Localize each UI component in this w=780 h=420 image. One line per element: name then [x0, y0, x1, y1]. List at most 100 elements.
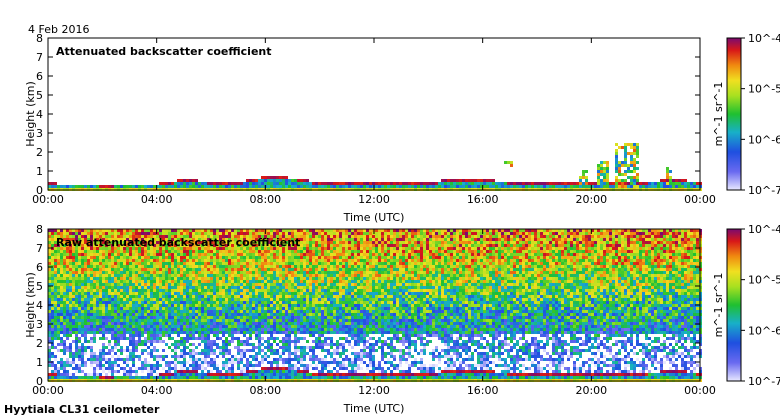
heatmap-cell — [234, 286, 237, 289]
heatmap-cell — [258, 262, 261, 265]
heatmap-cell — [678, 185, 681, 188]
heatmap-cell — [201, 253, 204, 256]
heatmap-cell — [354, 185, 357, 188]
heatmap-cell — [93, 250, 96, 253]
heatmap-cell — [99, 277, 102, 280]
heatmap-cell — [201, 319, 204, 322]
heatmap-cell — [75, 229, 78, 232]
heatmap-cell — [123, 259, 126, 262]
heatmap-cell — [129, 277, 132, 280]
heatmap-cell — [138, 277, 141, 280]
heatmap-cell — [585, 170, 588, 173]
heatmap-cell — [285, 343, 288, 346]
heatmap-cell — [63, 283, 66, 286]
heatmap-cell — [210, 277, 213, 280]
heatmap-cell — [48, 310, 51, 313]
heatmap-cell — [240, 259, 243, 262]
heatmap-cell — [261, 298, 264, 301]
heatmap-cell — [66, 262, 69, 265]
heatmap-cell — [126, 370, 129, 373]
heatmap-cell — [303, 283, 306, 286]
heatmap-cell — [63, 292, 66, 295]
heatmap-cell — [72, 304, 75, 307]
heatmap-cell — [261, 292, 264, 295]
heatmap-cell — [288, 259, 291, 262]
heatmap-cell — [306, 370, 309, 373]
heatmap-cell — [57, 289, 60, 292]
heatmap-cell — [147, 325, 150, 328]
heatmap-cell — [258, 361, 261, 364]
heatmap-cell — [285, 361, 288, 364]
heatmap-cell — [213, 361, 216, 364]
heatmap-cell — [195, 376, 198, 379]
heatmap-cell — [123, 241, 126, 244]
heatmap-cell — [267, 277, 270, 280]
heatmap-cell — [195, 286, 198, 289]
heatmap-cell — [189, 289, 192, 292]
heatmap-cell — [243, 295, 246, 298]
heatmap-cell — [303, 364, 306, 367]
heatmap-cell — [210, 262, 213, 265]
heatmap-cell — [171, 313, 174, 316]
heatmap-cell — [195, 301, 198, 304]
heatmap-cell — [114, 235, 117, 238]
heatmap-cell — [90, 331, 93, 334]
heatmap-cell — [567, 185, 570, 188]
heatmap-cell — [189, 370, 192, 373]
heatmap-cell — [201, 349, 204, 352]
heatmap-cell — [207, 310, 210, 313]
heatmap-cell — [423, 182, 426, 185]
heatmap-cell — [141, 265, 144, 268]
heatmap-cell — [81, 370, 84, 373]
heatmap-cell — [183, 241, 186, 244]
heatmap-cell — [309, 277, 312, 280]
heatmap-cell — [93, 238, 96, 241]
heatmap-cell — [96, 253, 99, 256]
heatmap-cell — [219, 256, 222, 259]
heatmap-cell — [159, 244, 162, 247]
heatmap-cell — [645, 182, 648, 185]
heatmap-cell — [180, 283, 183, 286]
heatmap-cell — [285, 253, 288, 256]
heatmap-cell — [237, 340, 240, 343]
heatmap-cell — [309, 286, 312, 289]
heatmap-cell — [282, 331, 285, 334]
heatmap-cell — [213, 352, 216, 355]
heatmap-cell — [273, 185, 276, 188]
heatmap-cell — [156, 289, 159, 292]
heatmap-cell — [75, 232, 78, 235]
heatmap-cell — [153, 262, 156, 265]
heatmap-cell — [276, 235, 279, 238]
heatmap-cell — [108, 253, 111, 256]
heatmap-cell — [99, 238, 102, 241]
heatmap-cell — [573, 185, 576, 188]
heatmap-cell — [126, 373, 129, 376]
heatmap-cell — [297, 182, 300, 185]
heatmap-cell — [243, 376, 246, 379]
heatmap-cell — [63, 271, 66, 274]
heatmap-cell — [363, 182, 366, 185]
heatmap-cell — [243, 283, 246, 286]
heatmap-cell — [111, 289, 114, 292]
heatmap-cell — [297, 310, 300, 313]
heatmap-cell — [183, 295, 186, 298]
heatmap-cell — [276, 316, 279, 319]
heatmap-cell — [96, 367, 99, 370]
heatmap-cell — [696, 182, 699, 185]
heatmap-cell — [630, 146, 633, 149]
heatmap-cell — [210, 322, 213, 325]
heatmap-cell — [120, 283, 123, 286]
heatmap-cell — [306, 292, 309, 295]
heatmap-cell — [63, 286, 66, 289]
heatmap-cell — [306, 274, 309, 277]
heatmap-cell — [204, 349, 207, 352]
heatmap-cell — [243, 331, 246, 334]
heatmap-cell — [96, 322, 99, 325]
heatmap-cell — [108, 352, 111, 355]
heatmap-cell — [285, 316, 288, 319]
heatmap-cell — [90, 256, 93, 259]
heatmap-cell — [105, 283, 108, 286]
heatmap-cell — [63, 370, 66, 373]
heatmap-cell — [684, 179, 687, 182]
heatmap-cell — [150, 271, 153, 274]
